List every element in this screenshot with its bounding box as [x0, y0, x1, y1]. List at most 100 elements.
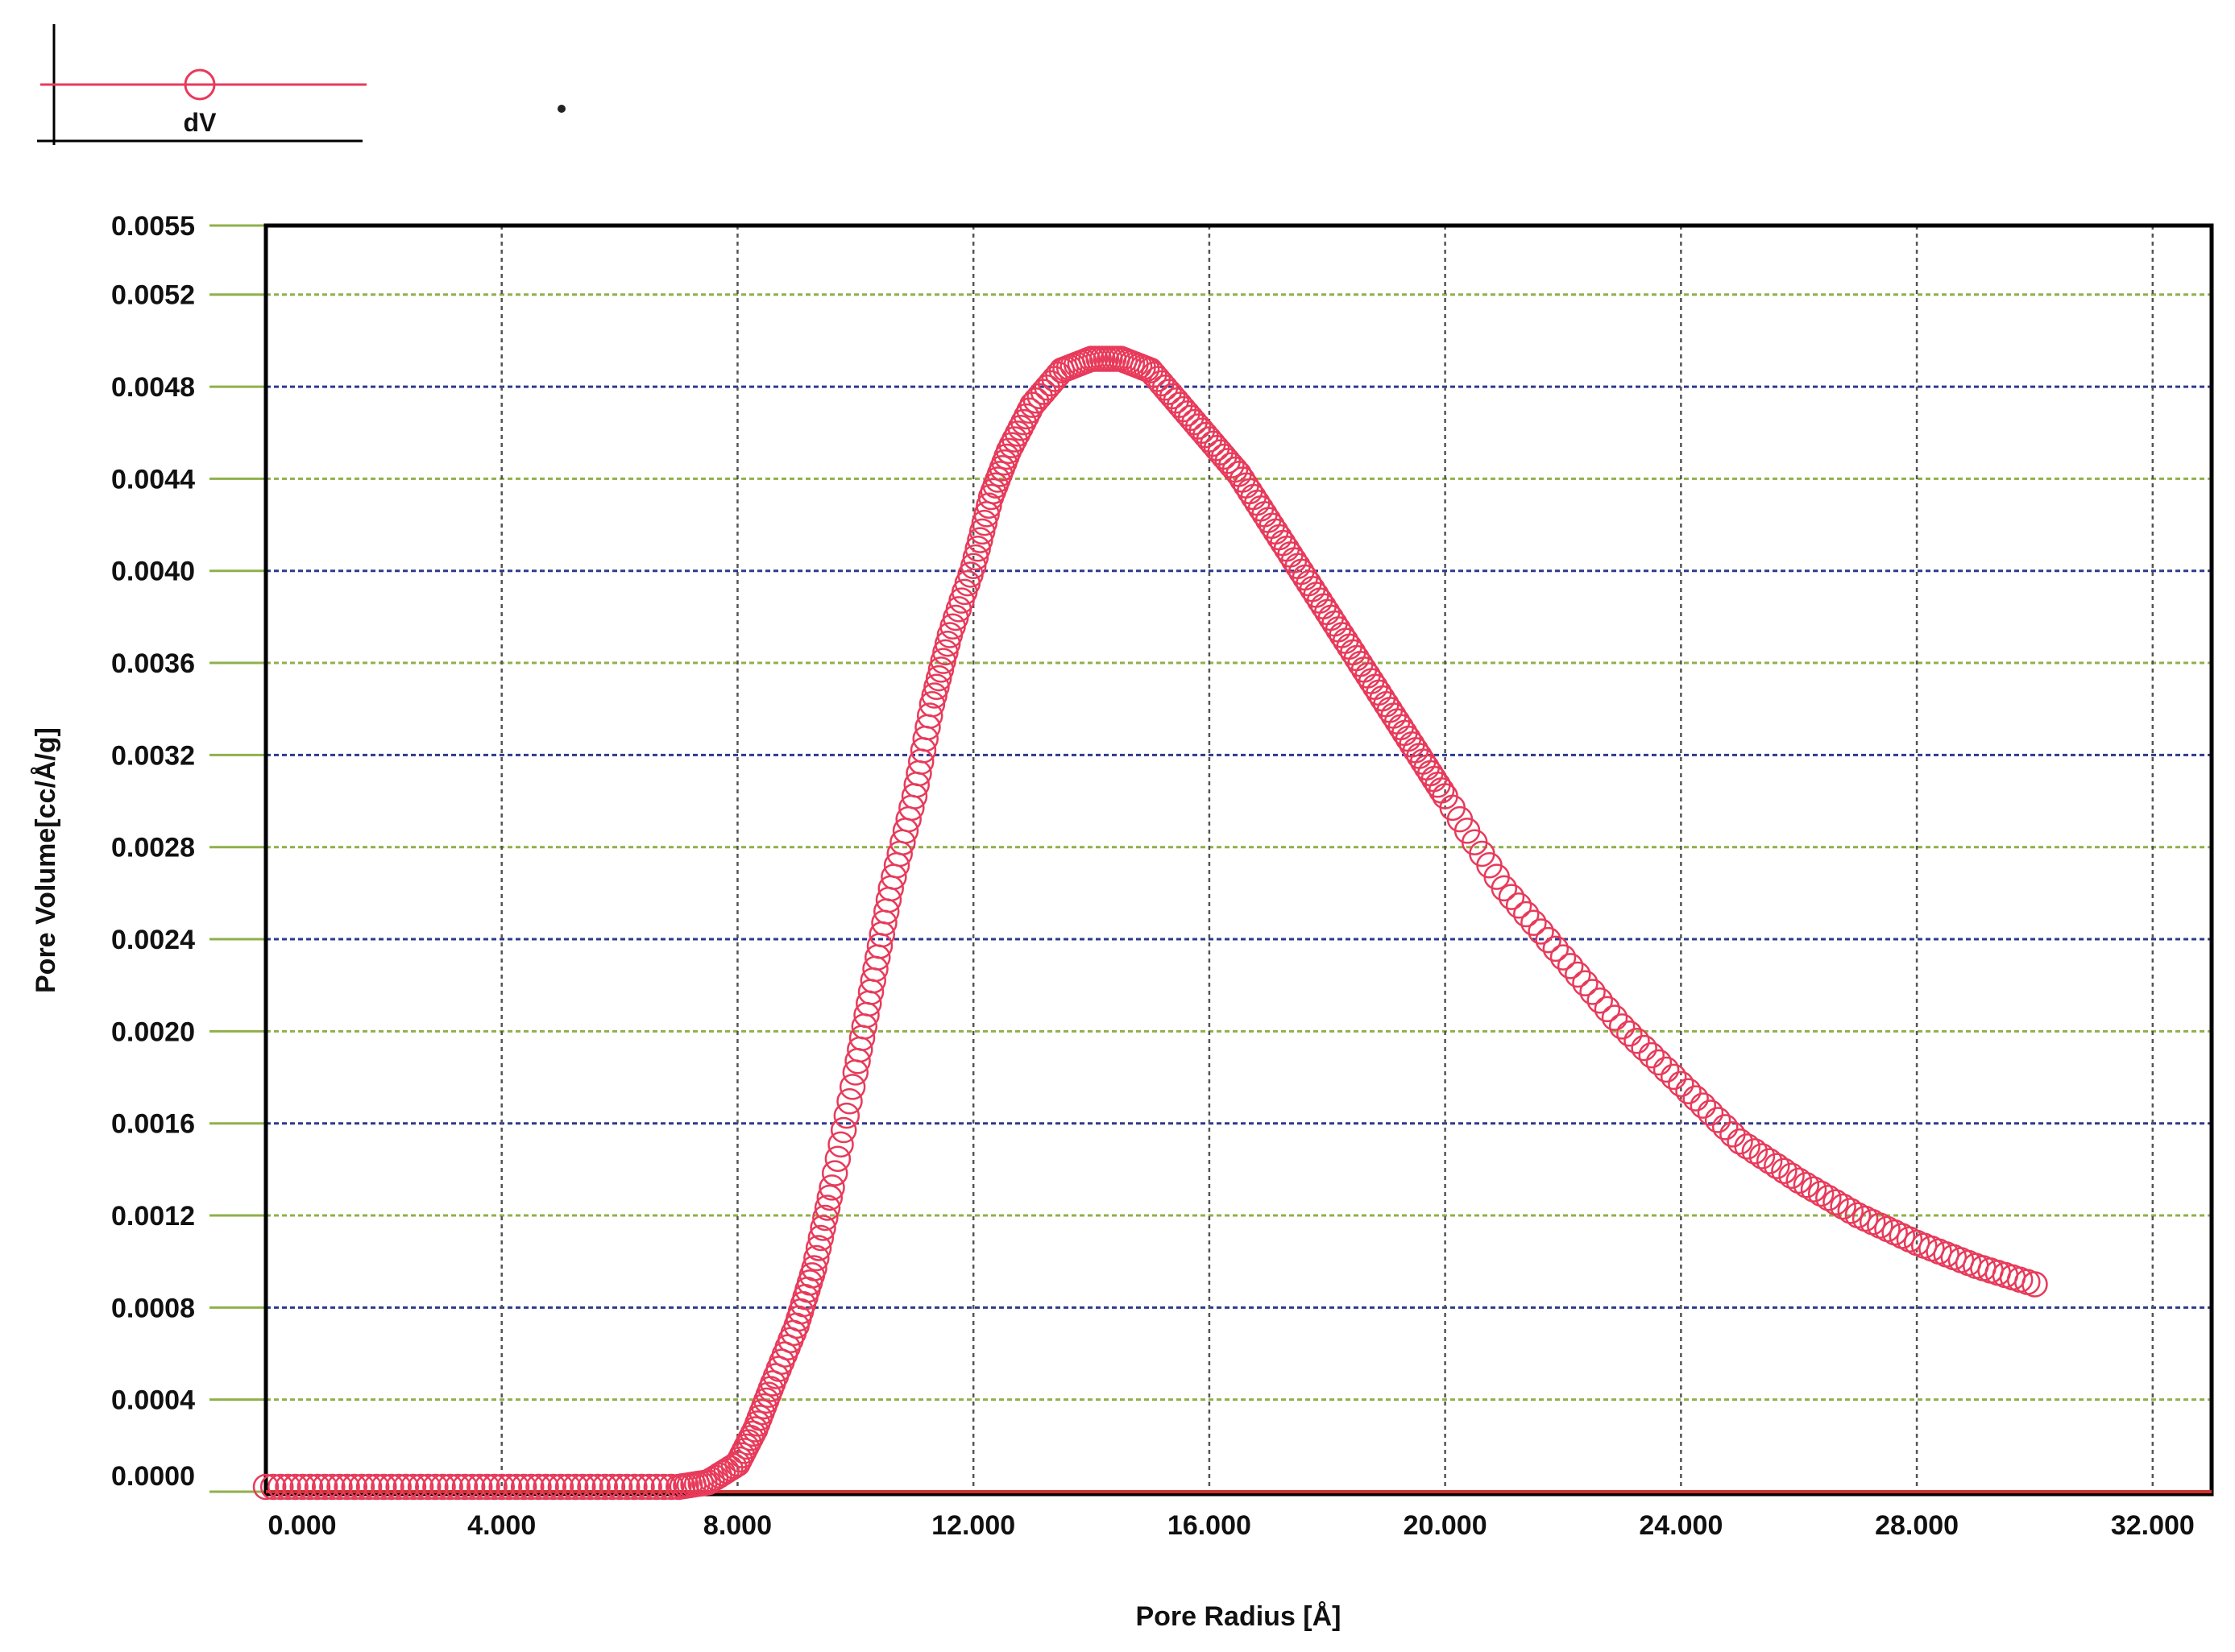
y-tick-label: 0.0040	[111, 557, 195, 587]
data-point	[971, 509, 998, 536]
data-point	[819, 1174, 845, 1201]
data-point	[827, 1131, 854, 1158]
plot-frame	[263, 223, 2214, 1497]
data-point	[533, 1473, 559, 1501]
data-point	[921, 682, 947, 709]
data-point	[296, 1473, 324, 1501]
data-point	[1616, 1021, 1643, 1047]
y-tick-label: 0.0008	[111, 1293, 195, 1323]
data-point	[444, 1473, 471, 1501]
data-point	[422, 1473, 449, 1501]
data-point	[385, 1473, 412, 1501]
data-point	[429, 1473, 456, 1501]
data-point	[1837, 1198, 1864, 1224]
y-tick-label: 0.0016	[111, 1109, 195, 1140]
x-tick-label: 20.000	[1404, 1510, 1487, 1541]
legend: dV	[37, 24, 367, 145]
y-tick-label: 0.0032	[111, 740, 195, 771]
data-point	[1579, 979, 1606, 1005]
data-point	[1771, 1157, 1798, 1184]
data-point	[1565, 961, 1591, 988]
data-point	[554, 1473, 582, 1501]
data-point	[918, 690, 946, 718]
data-point	[805, 1235, 832, 1261]
data-point	[1535, 926, 1561, 954]
data-point	[562, 1473, 589, 1501]
data-point	[599, 1473, 626, 1501]
data-point	[657, 1473, 685, 1501]
data-point	[824, 1145, 852, 1172]
data-point	[319, 1473, 346, 1501]
data-point	[1623, 1027, 1650, 1054]
data-point	[474, 1473, 500, 1501]
data-point	[1549, 944, 1577, 971]
data-point	[1513, 901, 1540, 928]
data-point	[967, 527, 993, 553]
data-point	[570, 1473, 596, 1501]
data-point	[1557, 953, 1584, 979]
data-point	[1505, 892, 1532, 919]
x-tick-label: 8.000	[703, 1510, 772, 1541]
data-point	[451, 1473, 479, 1501]
data-point	[1793, 1171, 1820, 1199]
data-point	[613, 1473, 641, 1501]
data-point	[1727, 1128, 1753, 1155]
data-point	[378, 1473, 404, 1501]
data-point	[801, 1255, 827, 1281]
data-point	[810, 1215, 836, 1241]
data-point	[1572, 970, 1599, 997]
data-points	[252, 346, 2048, 1501]
data-point	[923, 673, 950, 701]
legend-label: dV	[184, 108, 218, 137]
data-point	[968, 518, 996, 545]
data-point	[289, 1473, 316, 1501]
data-point	[932, 639, 959, 666]
x-tick-label: 4.000	[467, 1510, 536, 1541]
data-point	[591, 1473, 619, 1501]
y-tick-label: 0.0024	[111, 925, 195, 955]
data-point	[1594, 996, 1621, 1023]
data-point	[275, 1473, 301, 1501]
data-point	[1608, 1013, 1636, 1040]
data-point	[934, 630, 961, 657]
data-point	[415, 1473, 442, 1501]
data-point	[1520, 909, 1547, 936]
data-point	[311, 1473, 338, 1501]
data-point	[341, 1473, 368, 1501]
data-point	[1748, 1143, 1776, 1170]
x-tick-label: 32.000	[2111, 1510, 2195, 1541]
data-point	[650, 1473, 678, 1501]
data-point	[1491, 875, 1518, 902]
data-point	[1528, 918, 1554, 945]
data-point	[1601, 1004, 1628, 1031]
data-point	[833, 1102, 860, 1129]
data-point	[1498, 884, 1525, 910]
data-point	[252, 1473, 280, 1501]
data-point	[481, 1473, 508, 1501]
data-point	[1815, 1185, 1842, 1211]
data-point	[1690, 1092, 1717, 1119]
x-tick-label: 16.000	[1167, 1510, 1251, 1541]
data-point	[496, 1473, 523, 1501]
data-point	[1675, 1078, 1702, 1104]
y-tick-label: 0.0036	[111, 648, 195, 679]
data-point	[814, 1194, 841, 1221]
data-point	[821, 1160, 848, 1186]
data-point	[1645, 1049, 1673, 1076]
data-point	[1719, 1121, 1746, 1148]
data-point	[400, 1473, 427, 1501]
x-axis-ticks: 0.000 4.000 8.000 12.000 16.000 20.000 24.000 2…	[267, 1510, 2194, 1541]
data-point	[547, 1473, 574, 1501]
data-point	[1741, 1138, 1769, 1165]
data-point	[606, 1473, 633, 1501]
data-point	[960, 553, 987, 579]
data-point	[636, 1473, 662, 1501]
data-point	[437, 1473, 463, 1501]
data-point	[976, 492, 1002, 519]
data-point	[1778, 1162, 1805, 1190]
y-tick-label: 0.0020	[111, 1016, 195, 1047]
data-point	[584, 1473, 611, 1501]
data-point	[282, 1473, 309, 1501]
data-point	[503, 1473, 530, 1501]
